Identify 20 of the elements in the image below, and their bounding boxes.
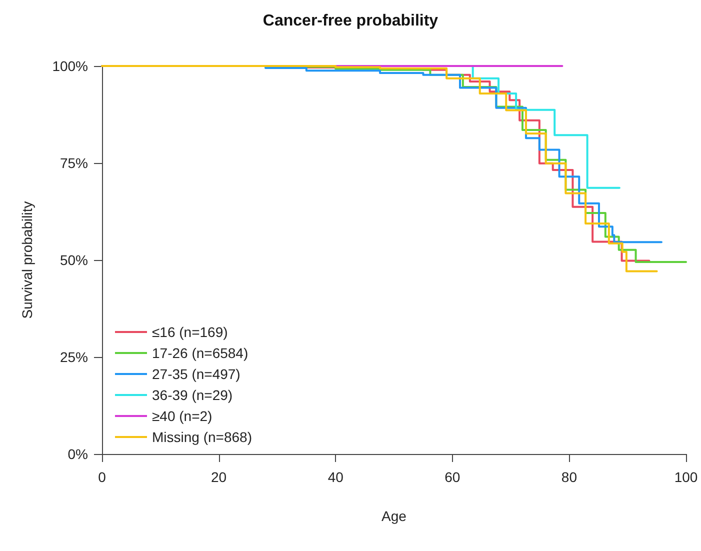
x-tick-label: 100	[674, 469, 698, 485]
x-tick-label: 40	[328, 469, 344, 485]
legend-label: Missing (n=868)	[152, 429, 252, 445]
y-axis-title: Survival probability	[19, 201, 35, 319]
x-axis-title: Age	[382, 508, 407, 524]
y-tick-label: 50%	[60, 252, 88, 268]
legend-label: ≤16 (n=169)	[152, 324, 228, 340]
legend-label: 27-35 (n=497)	[152, 366, 240, 382]
legend-label: 17-26 (n=6584)	[152, 345, 248, 361]
x-tick-label: 60	[444, 469, 460, 485]
y-tick-label: 25%	[60, 349, 88, 365]
legend-label: ≥40 (n=2)	[152, 408, 212, 424]
x-tick-label: 20	[211, 469, 227, 485]
legend-label: 36-39 (n=29)	[152, 387, 233, 403]
x-tick-label: 0	[98, 469, 106, 485]
y-tick-label: 100%	[52, 58, 88, 74]
y-tick-label: 75%	[60, 155, 88, 171]
chart-title: Cancer-free probability	[262, 12, 438, 30]
y-tick-label: 0%	[68, 446, 88, 462]
x-tick-label: 80	[561, 469, 578, 485]
